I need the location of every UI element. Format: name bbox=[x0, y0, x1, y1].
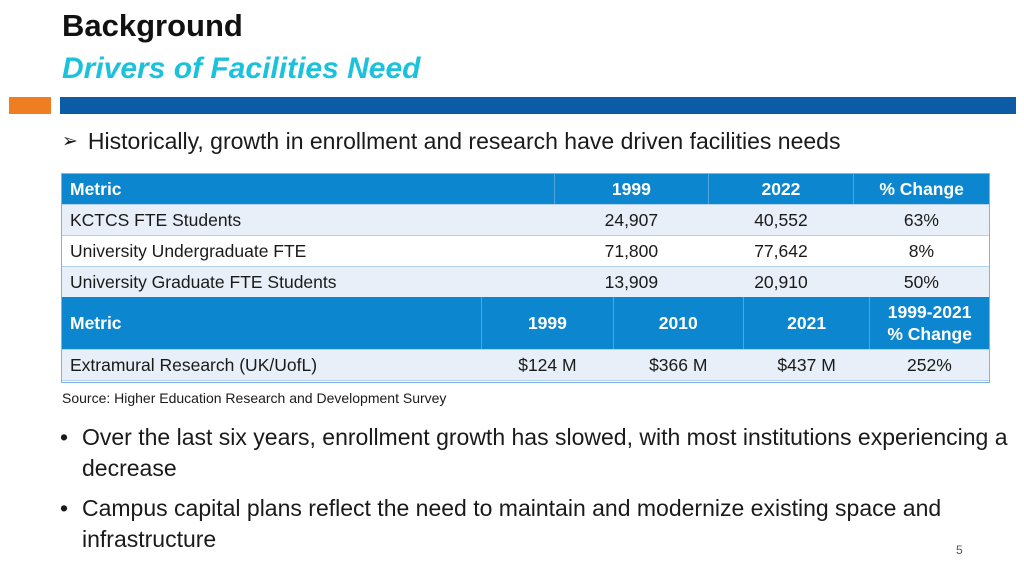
table-header-row: Metric 1999 2022 % Change bbox=[62, 174, 989, 205]
cell-value: $437 M bbox=[743, 349, 870, 381]
table-header-row: Metric 1999 2010 2021 1999-2021 % Change bbox=[62, 297, 989, 350]
table-row: University Graduate FTE Students 13,909 … bbox=[62, 266, 989, 298]
accent-bar-orange bbox=[9, 97, 51, 114]
cell-value: 50% bbox=[853, 266, 989, 298]
bullet-text: Over the last six years, enrollment grow… bbox=[82, 424, 1008, 481]
lead-bullet: ➢ Historically, growth in enrollment and… bbox=[62, 128, 840, 155]
slide-subtitle: Drivers of Facilities Need bbox=[62, 52, 421, 85]
bullet-dot-icon: • bbox=[60, 424, 69, 450]
table-row: KCTCS FTE Students 24,907 40,552 63% bbox=[62, 204, 989, 236]
table-row: University Undergraduate FTE 71,800 77,6… bbox=[62, 235, 989, 267]
cell-metric: University Undergraduate FTE bbox=[62, 235, 555, 267]
table-row: Extramural Research (UK/UofL) $124 M $36… bbox=[62, 349, 989, 381]
header-metric: Metric bbox=[62, 297, 483, 350]
header-1999: 1999 bbox=[554, 174, 709, 205]
header-1999: 1999 bbox=[481, 297, 614, 350]
header-range: 1999-2021 bbox=[887, 302, 972, 322]
list-item: • Over the last six years, enrollment gr… bbox=[60, 422, 1010, 484]
cell-value: $366 M bbox=[613, 349, 744, 381]
lead-text: Historically, growth in enrollment and r… bbox=[87, 128, 841, 154]
cell-value: 71,800 bbox=[554, 235, 709, 267]
list-item: • Campus capital plans reflect the need … bbox=[60, 493, 1010, 555]
header-range-change: 1999-2021 % Change bbox=[869, 297, 989, 350]
cell-value: $124 M bbox=[481, 349, 614, 381]
cell-metric: KCTCS FTE Students bbox=[62, 204, 555, 236]
slide-title: Background bbox=[62, 8, 243, 43]
header-pct-change: % Change bbox=[853, 174, 989, 205]
cell-value: 77,642 bbox=[708, 235, 854, 267]
bullet-list: • Over the last six years, enrollment gr… bbox=[60, 422, 1010, 564]
bullet-text: Campus capital plans reflect the need to… bbox=[82, 495, 942, 552]
source-note: Source: Higher Education Research and De… bbox=[62, 390, 447, 406]
research-table: Metric 1999 2010 2021 1999-2021 % Change… bbox=[61, 297, 990, 383]
cell-value: 13,909 bbox=[554, 266, 709, 298]
accent-bar-blue bbox=[60, 97, 1016, 114]
arrow-bullet-icon: ➢ bbox=[62, 131, 78, 152]
enrollment-table: Metric 1999 2022 % Change KCTCS FTE Stud… bbox=[61, 173, 990, 298]
header-2022: 2022 bbox=[708, 174, 855, 205]
cell-value: 8% bbox=[853, 235, 989, 267]
header-metric: Metric bbox=[62, 174, 556, 205]
cell-value: 40,552 bbox=[708, 204, 854, 236]
cell-metric: University Graduate FTE Students bbox=[62, 266, 555, 298]
page-number: 5 bbox=[956, 543, 963, 557]
cell-value: 252% bbox=[869, 349, 989, 381]
cell-value: 24,907 bbox=[554, 204, 709, 236]
cell-value: 63% bbox=[853, 204, 989, 236]
header-pct-change: % Change bbox=[887, 324, 972, 344]
cell-metric: Extramural Research (UK/UofL) bbox=[62, 349, 482, 381]
header-2010: 2010 bbox=[613, 297, 744, 350]
cell-value: 20,910 bbox=[708, 266, 854, 298]
bullet-dot-icon: • bbox=[60, 495, 69, 521]
header-2021: 2021 bbox=[743, 297, 871, 350]
